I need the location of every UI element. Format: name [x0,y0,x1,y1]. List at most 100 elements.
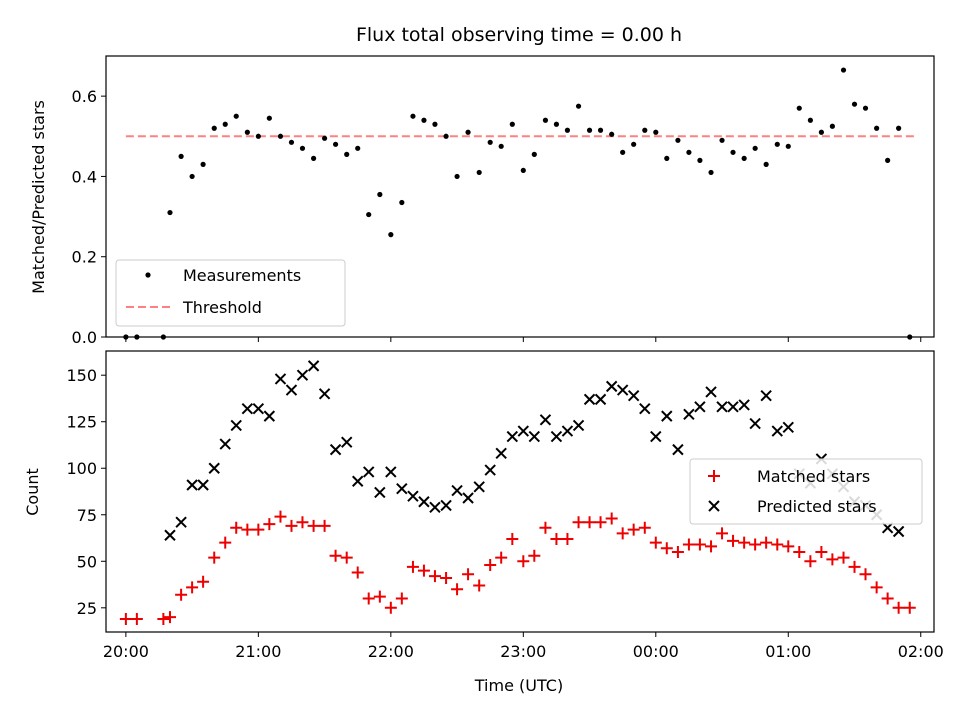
predicted-point [661,410,673,422]
matched-point [682,538,695,551]
matched-point [119,612,132,625]
count-legend: Matched stars Predicted stars [689,458,923,525]
predicted-point [672,443,684,456]
predicted-point [683,408,695,420]
matched-point [428,570,441,583]
matched-point [373,590,386,603]
measurement-point [796,105,802,111]
measurement-point [443,133,449,139]
measurement-point [631,141,637,147]
predicted-point [307,360,320,372]
matched-point [583,516,596,529]
matched-point [296,516,309,529]
matched-point [561,532,574,545]
measurement-point [862,105,869,111]
predicted-point [561,425,574,437]
predicted-point [727,401,739,413]
measurement-point [487,139,493,145]
predicted-point [230,419,242,432]
measurement-point [564,127,571,133]
measurement-point [222,121,228,127]
count-x-ticks: 20:00 21:00 22:00 23:00 00:00 01:00 02:00 [103,632,944,661]
count-y-tick-label: 150 [66,366,97,385]
matched-point [219,536,232,549]
matched-point [274,510,287,523]
matched-point [175,588,188,601]
measurement-point [233,113,239,119]
measurement-point [763,161,769,167]
matched-point [616,527,629,540]
matched-point [263,518,276,531]
legend-predicted-marker [708,500,720,512]
matched-point [495,551,508,564]
matched-point [738,536,751,549]
matched-point [638,521,651,534]
measurement-point [785,143,791,149]
measurement-point [553,121,560,127]
count-x-tick-label: 01:00 [765,642,811,661]
matched-point [771,538,784,551]
measurement-point [476,169,482,176]
matched-point [572,516,585,529]
matched-point [230,521,243,534]
ratio-x-ticks [125,337,922,342]
matched-point [462,568,475,581]
measurement-point [410,113,416,119]
measurement-point [520,167,526,174]
measurement-point [730,149,736,155]
matched-point [506,532,519,545]
matched-point [716,527,729,540]
measurement-point [299,145,306,151]
measurement-point [421,117,427,123]
predicted-point [694,401,706,413]
count-y-axis-label: Count [23,468,42,516]
predicted-point [782,421,794,434]
measurement-point [189,173,195,180]
ratio-y-ticks: 0.0 0.2 0.4 0.6 [72,87,106,347]
measurement-point [388,232,394,238]
matched-point [241,523,254,536]
measurement-point [874,125,880,131]
measurement-point [432,121,438,127]
measurement-point [851,101,858,107]
matched-point [671,545,684,558]
measurement-point [178,153,184,159]
measurement-point [244,129,250,135]
matched-point [340,551,353,564]
matched-point [793,545,806,558]
matched-point [417,564,430,577]
measurement-point [719,137,725,143]
measurement-point [675,137,681,143]
predicted-point [517,425,530,437]
predicted-point [650,430,662,443]
matched-point [197,575,210,588]
legend-measurements: Measurements [183,266,301,285]
measurement-point [575,103,582,109]
predicted-point [892,525,905,538]
measurement-point [741,155,747,161]
predicted-point [429,501,441,514]
matched-point [186,581,199,594]
matched-point [362,592,375,605]
count-x-tick-label: 21:00 [235,642,281,661]
measurement-point [653,129,659,135]
measurement-point [840,67,847,73]
legend-measurement-marker [145,272,151,278]
measurement-point [885,157,891,163]
count-x-tick-label: 23:00 [500,642,546,661]
predicted-point [749,417,761,430]
predicted-point [385,466,397,478]
predicted-point [771,425,783,437]
measurement-point [454,173,460,180]
predicted-point [760,389,772,402]
measurement-point [255,133,261,139]
matched-point [395,592,408,605]
measurement-point [399,199,405,206]
predicted-point [705,386,717,398]
predicted-point [572,419,585,432]
ratio-legend: Measurements Threshold [115,259,346,327]
measurement-point [597,127,604,133]
predicted-point [495,447,507,460]
count-x-tick-label: 20:00 [103,642,149,661]
x-axis-label: Time (UTC) [474,676,563,695]
